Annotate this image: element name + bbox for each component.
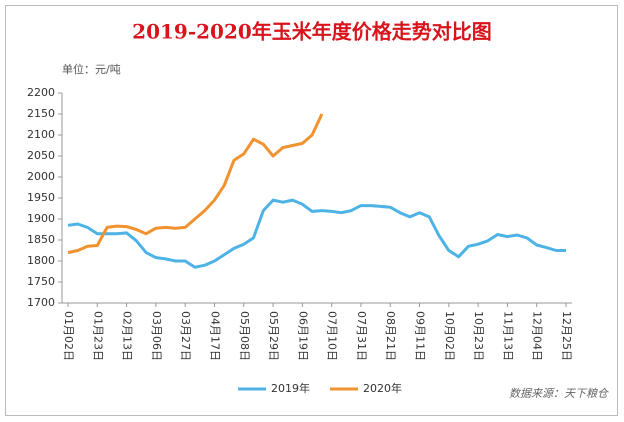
x-tick-label: 11月13日 <box>501 311 514 361</box>
y-tick-label: 1700 <box>27 296 55 309</box>
x-tick-label: 05月29日 <box>267 311 280 361</box>
x-tick-label: 04月17日 <box>208 311 221 361</box>
x-tick-label: 07月31日 <box>355 311 368 361</box>
x-tick-label: 05月08日 <box>238 311 251 361</box>
legend-label: 2020年 <box>363 381 402 395</box>
y-tick-label: 2200 <box>27 86 55 99</box>
x-tick-label: 03月27日 <box>179 311 192 361</box>
chart-title: 2019-2020年玉米年度价格走势对比图 <box>132 20 492 44</box>
y-tick-label: 1850 <box>27 233 55 246</box>
source: 数据来源：天下粮仓 <box>509 387 609 400</box>
y-tick-label: 1950 <box>27 191 55 204</box>
x-tick-label: 10月23日 <box>472 311 485 361</box>
x-tick-label: 06月19日 <box>296 311 309 361</box>
y-tick-label: 2100 <box>27 128 55 141</box>
x-tick-label: 10月02日 <box>443 311 456 361</box>
x-tick-label: 07月10日 <box>326 311 339 361</box>
x-tick-label: 12月04日 <box>531 311 544 361</box>
y-tick-label: 2000 <box>27 170 55 183</box>
x-tick-label: 01月02日 <box>62 311 75 361</box>
x-tick-label: 03月06日 <box>150 311 163 361</box>
line <box>67 113 324 255</box>
legend-label: 2019年 <box>271 381 310 395</box>
y-tick-label: 1750 <box>27 275 55 288</box>
x-tick-label: 02月13日 <box>121 311 134 361</box>
x-tick-label: 12月25日 <box>560 311 573 361</box>
unit-label: 单位：元/吨 <box>62 62 121 76</box>
x-tick-label: 08月21日 <box>384 311 397 361</box>
y-tick-label: 1800 <box>27 254 55 267</box>
line <box>67 198 566 269</box>
y-tick-label: 1900 <box>27 212 55 225</box>
x-tick-label: 09月11日 <box>414 311 427 361</box>
y-tick-label: 2050 <box>27 149 55 162</box>
y-tick-label: 2150 <box>27 107 55 120</box>
x-tick-label: 01月23日 <box>91 311 104 361</box>
